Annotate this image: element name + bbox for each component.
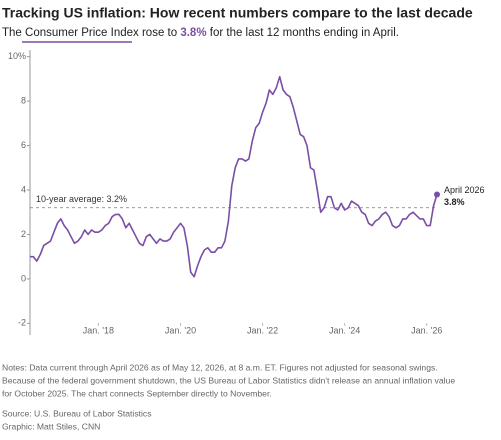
source: Source: U.S. Bureau of Labor Statistics xyxy=(2,408,152,418)
y-tick-label: 4 xyxy=(21,184,26,194)
subtitle-text: for the last 12 months ending in April. xyxy=(207,27,399,39)
x-tick-label: Jan. '20 xyxy=(165,325,196,335)
credit: Graphic: Matt Stiles, CNN xyxy=(2,421,100,431)
cpi-line xyxy=(30,75,438,278)
x-tick-label: Jan. '26 xyxy=(411,325,442,335)
y-tick-label: 2 xyxy=(21,229,26,239)
note: Because of the federal government shutdo… xyxy=(2,375,455,385)
note: Notes: Data current through April 2026 a… xyxy=(2,362,438,372)
y-tick-label: 0 xyxy=(21,273,26,283)
x-tick-label: Jan. '24 xyxy=(329,325,360,335)
chart-title: Tracking US inflation: How recent number… xyxy=(2,5,473,21)
subtitle-text: The Consumer Price Index rose to xyxy=(2,27,180,39)
last-point-label: April 2026 xyxy=(444,185,485,195)
y-tick-label: 10% xyxy=(8,51,26,61)
x-tick-label: Jan. '22 xyxy=(247,325,278,335)
y-tick-label: 6 xyxy=(21,140,26,150)
note: for October 2025. The chart connects Sep… xyxy=(2,388,272,398)
x-tick-label: Jan. '18 xyxy=(83,325,114,335)
last-point xyxy=(434,191,440,198)
average-label: 10-year average: 3.2% xyxy=(36,194,127,204)
last-value-label: 3.8% xyxy=(444,197,465,207)
y-tick-label: 8 xyxy=(21,95,26,105)
y-tick-label: -2 xyxy=(18,318,26,328)
chart-subtitle: The Consumer Price Index rose to 3.8% fo… xyxy=(2,27,399,39)
subtitle-highlight: 3.8% xyxy=(180,27,206,39)
